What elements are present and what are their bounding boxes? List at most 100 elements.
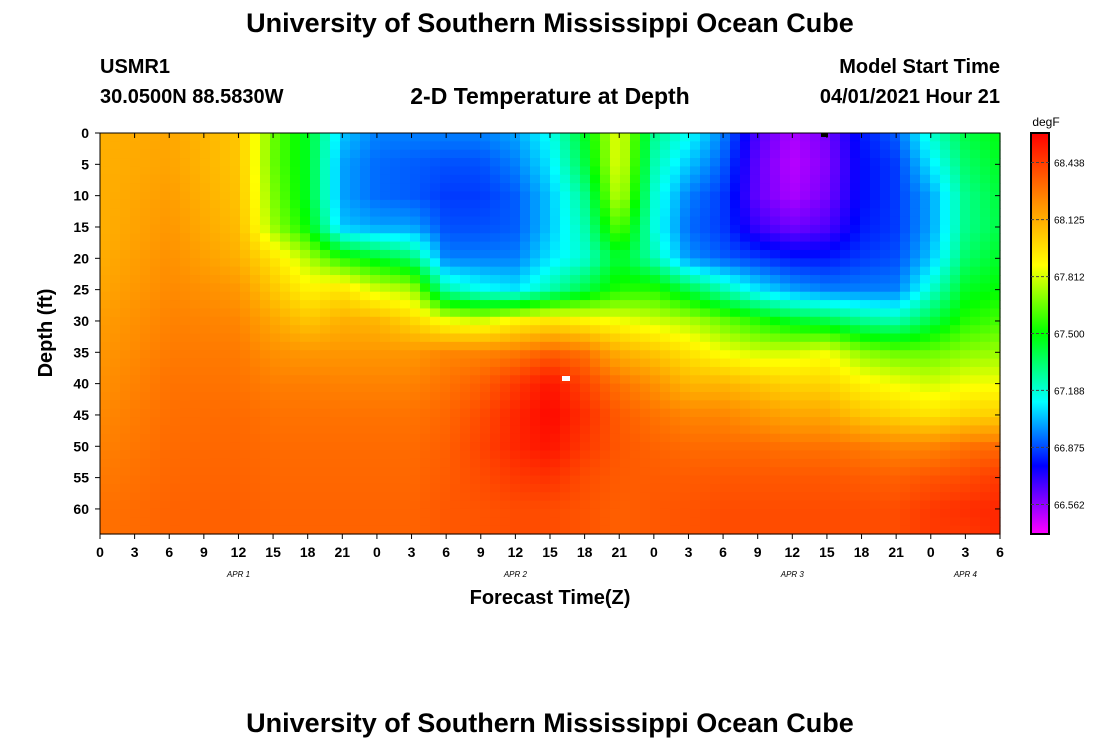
heatmap-cell — [640, 450, 651, 460]
heatmap-cell — [410, 233, 421, 243]
heatmap-cell — [740, 442, 751, 452]
heatmap-cell — [620, 458, 631, 468]
heatmap-cell — [110, 266, 121, 276]
heatmap-cell — [330, 174, 341, 184]
heatmap-cell — [410, 166, 421, 176]
heatmap-cell — [390, 450, 401, 460]
heatmap-cell — [830, 417, 841, 426]
heatmap-cell — [880, 400, 891, 410]
heatmap-cell — [360, 283, 371, 293]
heatmap-cell — [720, 316, 731, 326]
heatmap-cell — [610, 341, 621, 351]
heatmap-cell — [880, 141, 891, 151]
heatmap-cell — [880, 458, 891, 468]
heatmap-cell — [980, 366, 991, 376]
heatmap-cell — [490, 183, 501, 193]
heatmap-cell — [280, 174, 291, 184]
heatmap-cell — [640, 183, 651, 193]
heatmap-cell — [280, 183, 291, 193]
heatmap-cell — [940, 224, 951, 234]
heatmap-cell — [410, 408, 421, 418]
heatmap-cell — [340, 408, 351, 418]
heatmap-cell — [220, 450, 231, 460]
heatmap-cell — [860, 291, 871, 301]
heatmap-cell — [880, 233, 891, 243]
heatmap-cell — [380, 350, 391, 360]
heatmap-cell — [260, 408, 271, 418]
heatmap-cell — [100, 316, 111, 326]
heatmap-cell — [270, 500, 281, 510]
heatmap-cell — [980, 283, 991, 293]
heatmap-cell — [230, 467, 241, 477]
heatmap-cell — [140, 458, 151, 468]
heatmap-cell — [560, 216, 571, 226]
heatmap-cell — [530, 291, 541, 301]
heatmap-cell — [150, 408, 161, 418]
heatmap-cell — [970, 433, 981, 443]
heatmap-cell — [670, 300, 681, 310]
heatmap-cell — [700, 341, 711, 351]
heatmap-cell — [500, 224, 511, 234]
heatmap-cell — [470, 475, 481, 485]
heatmap-cell — [200, 141, 211, 151]
heatmap-cell — [960, 475, 971, 485]
heatmap-cell — [990, 141, 1001, 151]
heatmap-cell — [300, 141, 311, 151]
heatmap-cell — [470, 158, 481, 168]
colorbar-tick-label: 68.438 — [1054, 159, 1085, 170]
heatmap-cell — [830, 425, 841, 435]
heatmap-cell — [990, 483, 1001, 493]
heatmap-cell — [550, 308, 561, 318]
heatmap-cell — [530, 483, 541, 493]
heatmap-cell — [370, 417, 381, 426]
heatmap-cell — [400, 383, 411, 393]
heatmap-cell — [620, 341, 631, 351]
heatmap-cell — [480, 183, 491, 193]
heatmap-cell — [240, 383, 251, 393]
heatmap-cell — [280, 216, 291, 226]
heatmap-cell — [150, 133, 161, 142]
heatmap-cell — [660, 208, 671, 218]
heatmap-cell — [700, 283, 711, 293]
heatmap-cell — [350, 442, 361, 452]
heatmap-cell — [780, 375, 791, 385]
heatmap-cell — [200, 199, 211, 209]
heatmap-cell — [820, 183, 831, 193]
heatmap-cell — [670, 417, 681, 426]
heatmap-cell — [500, 442, 511, 452]
heatmap-cell — [870, 433, 881, 443]
heatmap-cell — [960, 400, 971, 410]
heatmap-cell — [530, 191, 541, 201]
heatmap-cell — [290, 525, 301, 535]
heatmap-cell — [300, 249, 311, 259]
heatmap-cell — [770, 391, 781, 401]
heatmap-cell — [280, 400, 291, 410]
heatmap-cell — [540, 417, 551, 426]
heatmap-cell — [130, 316, 141, 326]
heatmap-cell — [750, 500, 761, 510]
heatmap-cell — [980, 208, 991, 218]
heatmap-cell — [990, 492, 1001, 502]
heatmap-cell — [130, 308, 141, 318]
model-start-label: Model Start Time — [839, 56, 1000, 78]
heatmap-cell — [140, 425, 151, 435]
heatmap-cell — [130, 166, 141, 176]
heatmap-cell — [320, 467, 331, 477]
heatmap-cell — [340, 174, 351, 184]
heatmap-cell — [230, 258, 241, 268]
heatmap-cell — [180, 224, 191, 234]
heatmap-cell — [380, 224, 391, 234]
heatmap-cell — [780, 308, 791, 318]
heatmap-cell — [240, 341, 251, 351]
heatmap-cell — [350, 425, 361, 435]
heatmap-cell — [110, 467, 121, 477]
heatmap-cell — [130, 433, 141, 443]
heatmap-cell — [530, 300, 541, 310]
heatmap-cell — [300, 174, 311, 184]
heatmap-cell — [390, 191, 401, 201]
heatmap-cell — [740, 525, 751, 535]
heatmap-cell — [380, 300, 391, 310]
heatmap-cell — [960, 191, 971, 201]
heatmap-cell — [850, 350, 861, 360]
heatmap-cell — [460, 224, 471, 234]
